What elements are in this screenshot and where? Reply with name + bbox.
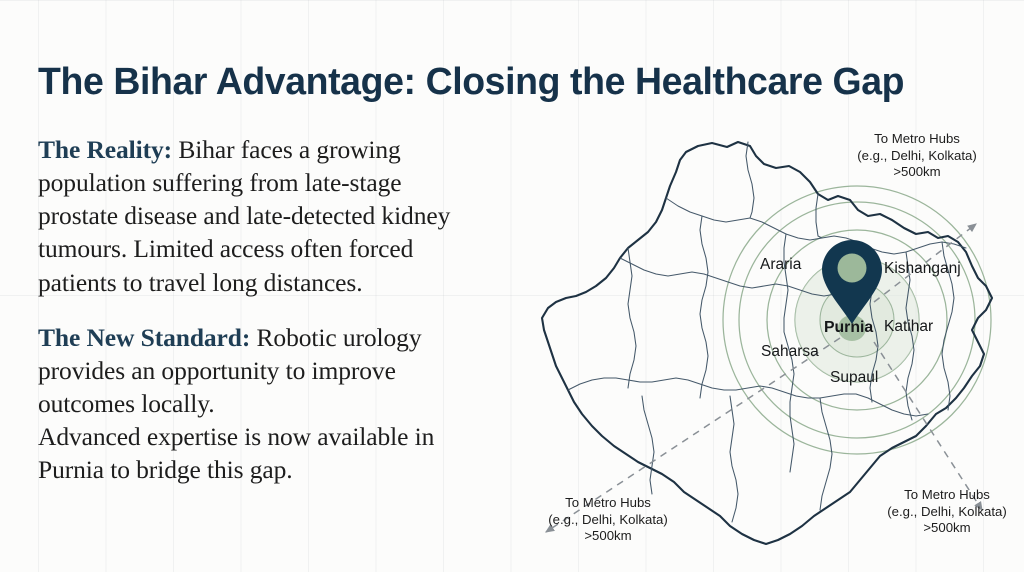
annotation-line-3: >500km xyxy=(893,164,941,180)
paragraph-reality-lead: The Reality: xyxy=(38,135,173,164)
annotation-line-1: To Metro Hubs xyxy=(874,131,960,146)
route-down-left xyxy=(544,337,841,533)
annotation-line-2: (e.g., Delhi, Kolkata) xyxy=(857,147,977,163)
paragraph-new-standard-text: Robotic urology provides an opportunity … xyxy=(38,322,435,485)
map-label-saharsa: Saharsa xyxy=(761,343,819,360)
map-label-kishanganj: Kishanganj xyxy=(884,260,961,277)
purnia-location-pin xyxy=(822,240,882,341)
paragraph-new-standard-lead: The New Standard: xyxy=(38,322,251,352)
paragraph-reality-text: Bihar faces a growing population sufferi… xyxy=(38,135,451,297)
annotation-line-2: (e.g., Delhi, Kolkata) xyxy=(548,511,668,527)
bihar-map xyxy=(480,96,1024,572)
annotation-line-3: >500km xyxy=(923,520,971,536)
map-label-araria: Araria xyxy=(760,256,802,273)
annotation-line-1: To Metro Hubs xyxy=(904,487,990,502)
page-title: The Bihar Advantage: Closing the Healthc… xyxy=(38,61,905,104)
map-label-supaul: Supaul xyxy=(830,369,879,386)
annotation-line-2: (e.g., Delhi, Kolkata) xyxy=(887,503,1007,519)
paragraph-new-standard: The New Standard: Robotic urology provid… xyxy=(38,321,486,487)
annotation-metro-bottom-right: To Metro Hubs (e.g., Delhi, Kolkata) >50… xyxy=(862,487,1024,537)
map-label-katihar: Katihar xyxy=(884,318,934,335)
annotation-line-3: >500km xyxy=(584,528,632,544)
annotation-metro-top-right: To Metro Hubs (e.g., Delhi, Kolkata) >50… xyxy=(832,131,1002,181)
travel-routes xyxy=(544,223,983,533)
state-outline xyxy=(540,140,994,546)
route-up-right xyxy=(873,223,977,303)
paragraph-reality: The Reality: Bihar faces a growing popul… xyxy=(38,133,486,299)
map-label-purnia: Purnia xyxy=(824,319,874,336)
annotation-line-1: To Metro Hubs xyxy=(565,495,651,510)
body-text-column: The Reality: Bihar faces a growing popul… xyxy=(38,133,486,486)
annotation-metro-bottom-left: To Metro Hubs (e.g., Delhi, Kolkata) >50… xyxy=(523,495,693,545)
